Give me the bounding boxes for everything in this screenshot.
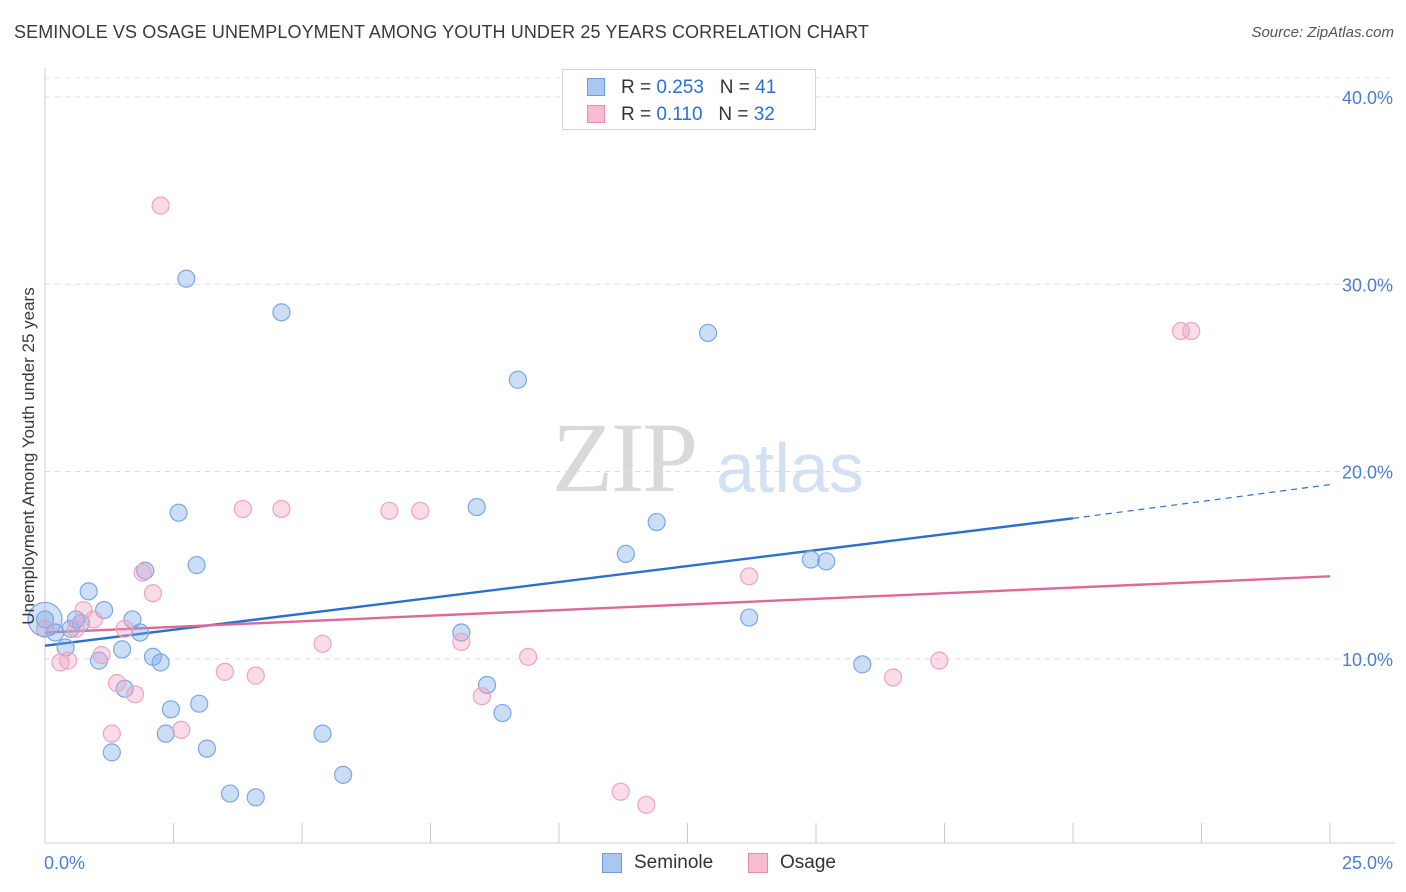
data-point-seminole: [334, 765, 353, 784]
data-point-seminole: [801, 550, 820, 569]
trend-line-osage: [44, 575, 1331, 634]
data-point-seminole: [130, 623, 150, 642]
data-point-osage: [380, 501, 399, 520]
data-point-osage: [133, 563, 152, 582]
legend-text-seminole: R = 0.253 N = 41: [621, 77, 777, 98]
data-point-seminole: [452, 623, 471, 642]
bottom-legend-label-seminole: Seminole: [634, 852, 714, 873]
data-point-osage: [313, 634, 332, 653]
y-tick-label: 20.0%: [1342, 463, 1393, 483]
data-point-osage: [172, 720, 191, 740]
data-point-seminole-large: [27, 601, 63, 638]
data-point-osage: [233, 499, 252, 519]
y-tick-label: 30.0%: [1342, 275, 1393, 295]
data-point-osage: [930, 651, 949, 670]
data-point-osage: [115, 619, 134, 638]
data-point-seminole: [647, 512, 666, 532]
legend-swatch-seminole: [587, 78, 605, 96]
data-point-osage: [883, 668, 903, 687]
data-point-seminole: [112, 640, 132, 659]
data-point-seminole: [161, 700, 181, 719]
data-point-osage: [411, 501, 430, 520]
y-tick-label: 10.0%: [1342, 650, 1393, 670]
data-point-seminole: [467, 497, 486, 517]
data-point-seminole: [616, 544, 635, 563]
data-point-seminole: [190, 694, 209, 713]
data-point-osage: [215, 662, 234, 681]
data-point-osage: [66, 619, 85, 638]
x-tick-label-min: 0.0%: [44, 853, 85, 873]
data-point-osage: [35, 619, 55, 638]
data-point-osage: [92, 645, 111, 665]
watermark-zip: ZIP: [552, 402, 698, 513]
data-point-osage: [59, 651, 78, 670]
data-point-osage: [740, 567, 759, 586]
data-point-seminole: [197, 739, 217, 758]
bottom-legend-label-osage: Osage: [780, 852, 836, 873]
data-point-osage: [1182, 321, 1201, 341]
trend-line-extension-seminole: [1072, 484, 1331, 519]
data-point-seminole: [102, 743, 121, 762]
watermark-atlas: atlas: [716, 429, 864, 507]
data-point-seminole: [156, 724, 175, 743]
data-point-seminole: [853, 655, 872, 674]
data-point-seminole: [272, 303, 291, 322]
data-point-osage: [102, 724, 121, 743]
grid-lines: [45, 77, 1395, 660]
legend: R = 0.253 N = 41 R = 0.110 N = 32: [562, 69, 816, 130]
trend-lines: [44, 484, 1331, 647]
data-point-osage: [246, 666, 265, 685]
data-point-osage: [107, 673, 127, 693]
y-axis-label: Unemployment Among Youth under 25 years: [19, 287, 38, 624]
data-point-osage: [637, 795, 656, 814]
data-point-seminole: [35, 610, 55, 629]
data-point-seminole: [817, 552, 836, 571]
chart-title: SEMINOLE VS OSAGE UNEMPLOYMENT AMONG YOU…: [14, 22, 870, 42]
data-point-seminole: [477, 675, 497, 695]
y-tick-label: 40.0%: [1342, 88, 1393, 108]
data-points: [27, 196, 1201, 814]
data-point-osage: [1171, 321, 1191, 341]
data-point-seminole: [246, 788, 265, 807]
data-point-seminole: [169, 503, 188, 522]
data-point-osage: [272, 499, 291, 519]
data-point-osage: [125, 685, 145, 704]
data-point-seminole: [136, 561, 155, 580]
bottom-legend-swatch-seminole: [602, 853, 622, 873]
axes: [44, 68, 1395, 844]
data-point-seminole: [698, 323, 718, 343]
data-point-osage: [151, 196, 170, 215]
data-point-osage: [143, 584, 163, 603]
data-point-seminole: [151, 653, 170, 672]
data-point-seminole: [61, 619, 80, 638]
data-point-osage: [84, 610, 103, 629]
data-point-osage: [611, 782, 630, 801]
bottom-legend-swatch-osage: [748, 853, 768, 873]
data-point-seminole: [493, 703, 512, 723]
data-point-seminole: [220, 784, 240, 803]
data-point-seminole: [177, 269, 196, 288]
tick-labels: 10.0% 20.0% 30.0% 40.0% 0.0% 25.0%: [44, 88, 1393, 873]
legend-text-osage: R = 0.110 N = 32: [621, 104, 775, 125]
data-point-seminole: [740, 608, 759, 627]
legend-swatch-osage: [587, 105, 605, 123]
data-point-seminole: [313, 724, 332, 743]
data-point-osage: [519, 647, 538, 666]
x-tick-label-max: 25.0%: [1342, 853, 1393, 873]
data-point-osage: [452, 632, 471, 651]
source-label: Source: ZipAtlas.com: [1251, 24, 1394, 41]
data-point-seminole: [79, 582, 98, 601]
data-point-seminole: [187, 556, 206, 575]
data-point-osage: [472, 687, 491, 706]
data-point-seminole: [508, 370, 527, 389]
